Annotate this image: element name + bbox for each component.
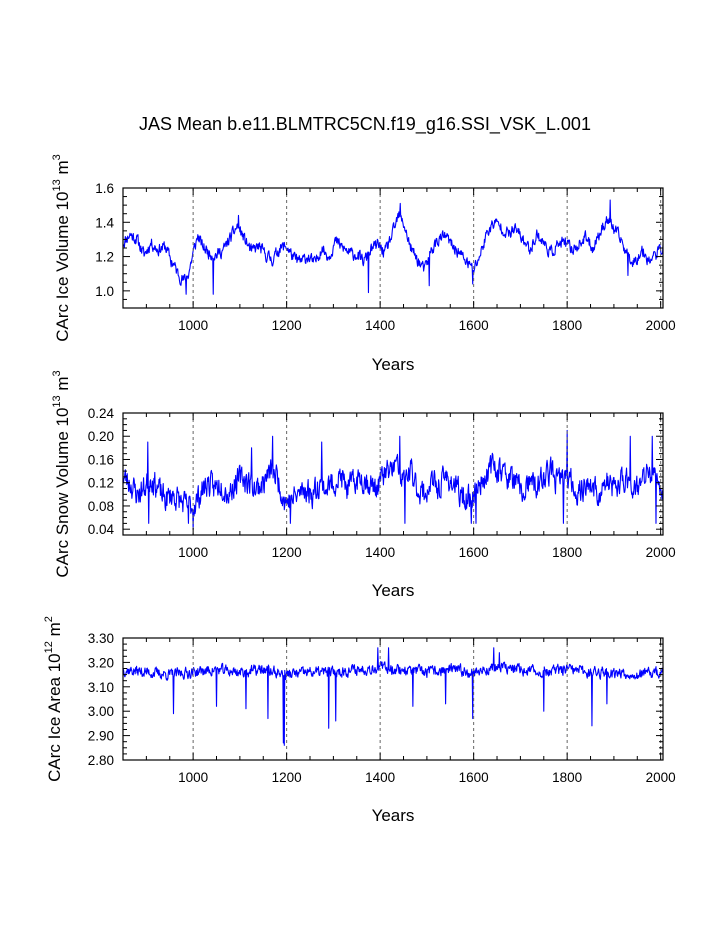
ice-area-y-axis-label: CArc Ice Area 1012 m2: [43, 616, 64, 782]
ice-volume-y-label-unit: m: [53, 160, 72, 179]
ice-volume-x-tick-label-1200: 1200: [272, 318, 302, 333]
ice-area-panel: 1000 1200 1400 1600 1800 2000 2.80 2.90 3.00 3.10…: [43, 616, 676, 825]
snow-volume-line: [122, 429, 664, 530]
snow-volume-panel: 1000 1200 1400 1600 1800 2000 0.04 0.08 0.12 0.16…: [51, 370, 676, 600]
snow-volume-x-tick-label-1600: 1600: [459, 545, 489, 560]
snow-volume-x-tick-label-1200: 1200: [272, 545, 302, 560]
snow-volume-y-tick-label-0: 0.04: [88, 522, 115, 537]
ice-volume-x-tick-label-2000: 2000: [646, 318, 676, 333]
snow-volume-plot-frame: [122, 412, 664, 536]
ice-area-gridlines: [192, 638, 662, 760]
ice-area-y-tick-label-5: 3.30: [88, 631, 114, 646]
chart-title: JAS Mean b.e11.BLMTRC5CN.f19_g16.SSI_VSK…: [139, 114, 591, 135]
snow-volume-x-tick-label-2000: 2000: [646, 545, 676, 560]
ice-volume-y-label-exponent: 13: [51, 179, 63, 191]
snow-volume-y-tick-label-1: 0.08: [88, 499, 114, 514]
snow-volume-y-axis-label: CArc Snow Volume 1013 m3: [51, 370, 72, 577]
ice-volume-y-tick-label-3: 1.6: [95, 181, 114, 196]
snow-volume-y-tick-label-4: 0.20: [88, 429, 114, 444]
ice-volume-tick-labels: 1000 1200 1400 1600 1800 2000 1.0 1.2 1.4 1.6: [95, 181, 675, 333]
ice-area-y-label-exponent: 12: [43, 641, 55, 653]
ice-area-plot-frame: [122, 637, 664, 761]
ice-area-y-label-unit: m: [45, 622, 64, 641]
ice-area-x-axis-label: Years: [372, 806, 415, 825]
ice-volume-series: [122, 199, 664, 295]
snow-volume-y-label-main: CArc Snow Volume 10: [53, 408, 72, 578]
ice-volume-y-axis-label: CArc Ice Volume 1013 m3: [51, 154, 72, 342]
snow-volume-series: [122, 429, 664, 530]
ice-volume-y-tick-label-0: 1.0: [95, 284, 114, 299]
ice-volume-ticks: [122, 187, 663, 309]
ice-area-y-tick-label-3: 3.10: [88, 680, 114, 695]
snow-volume-x-tick-label-1400: 1400: [365, 545, 395, 560]
ice-area-x-tick-label-1600: 1600: [459, 770, 489, 785]
ice-area-ticks: [122, 637, 663, 761]
ice-volume-y-label-unit-exponent: 3: [51, 154, 63, 160]
snow-volume-x-tick-label-1800: 1800: [552, 545, 582, 560]
ice-area-series: [122, 647, 664, 746]
ice-volume-x-axis-label: Years: [372, 355, 415, 374]
snow-volume-x-tick-label-1000: 1000: [178, 545, 208, 560]
snow-volume-y-label-unit: m: [53, 376, 72, 395]
ice-volume-y-tick-label-2: 1.4: [95, 215, 114, 230]
ice-volume-x-tick-label-1000: 1000: [178, 318, 208, 333]
snow-volume-y-tick-label-3: 0.16: [88, 452, 114, 467]
snow-volume-gridlines: [192, 413, 662, 535]
ice-volume-x-tick-label-1800: 1800: [552, 318, 582, 333]
snow-volume-y-label-unit-exponent: 3: [51, 370, 63, 376]
ice-area-x-tick-label-2000: 2000: [646, 770, 676, 785]
snow-volume-y-tick-label-5: 0.24: [88, 406, 115, 421]
ice-volume-y-tick-label-1: 1.2: [95, 250, 114, 265]
ice-volume-line: [122, 199, 664, 295]
ice-area-y-tick-label-2: 3.00: [88, 704, 114, 719]
ice-area-tick-labels: 1000 1200 1400 1600 1800 2000 2.80 2.90 3.00 3.10…: [88, 631, 676, 785]
ice-area-y-label-main: CArc Ice Area 10: [45, 653, 64, 782]
ice-area-line: [122, 647, 664, 746]
ice-volume-panel: 1000 1200 1400 1600 1800 2000 1.0 1.2 1.4 1.6 Yea…: [51, 154, 676, 374]
ice-area-y-tick-label-0: 2.80: [88, 753, 114, 768]
ice-volume-x-tick-label-1600: 1600: [459, 318, 489, 333]
snow-volume-x-axis-label: Years: [372, 581, 415, 600]
ice-area-y-tick-label-4: 3.20: [88, 655, 114, 670]
ice-area-y-label-unit-exponent: 2: [43, 616, 55, 622]
snow-volume-y-label-exponent: 13: [51, 395, 63, 407]
ice-area-x-tick-label-1000: 1000: [178, 770, 208, 785]
snow-volume-y-tick-label-2: 0.12: [88, 476, 114, 491]
snow-volume-tick-labels: 1000 1200 1400 1600 1800 2000 0.04 0.08 0.12 0.16…: [88, 406, 676, 560]
snow-volume-ticks: [122, 412, 663, 536]
ice-volume-x-tick-label-1400: 1400: [365, 318, 395, 333]
ice-area-x-tick-label-1400: 1400: [365, 770, 395, 785]
ice-area-x-tick-label-1200: 1200: [272, 770, 302, 785]
ice-volume-y-label-main: CArc Ice Volume 10: [53, 192, 72, 342]
ice-area-x-tick-label-1800: 1800: [552, 770, 582, 785]
ice-area-y-tick-label-1: 2.90: [88, 729, 114, 744]
